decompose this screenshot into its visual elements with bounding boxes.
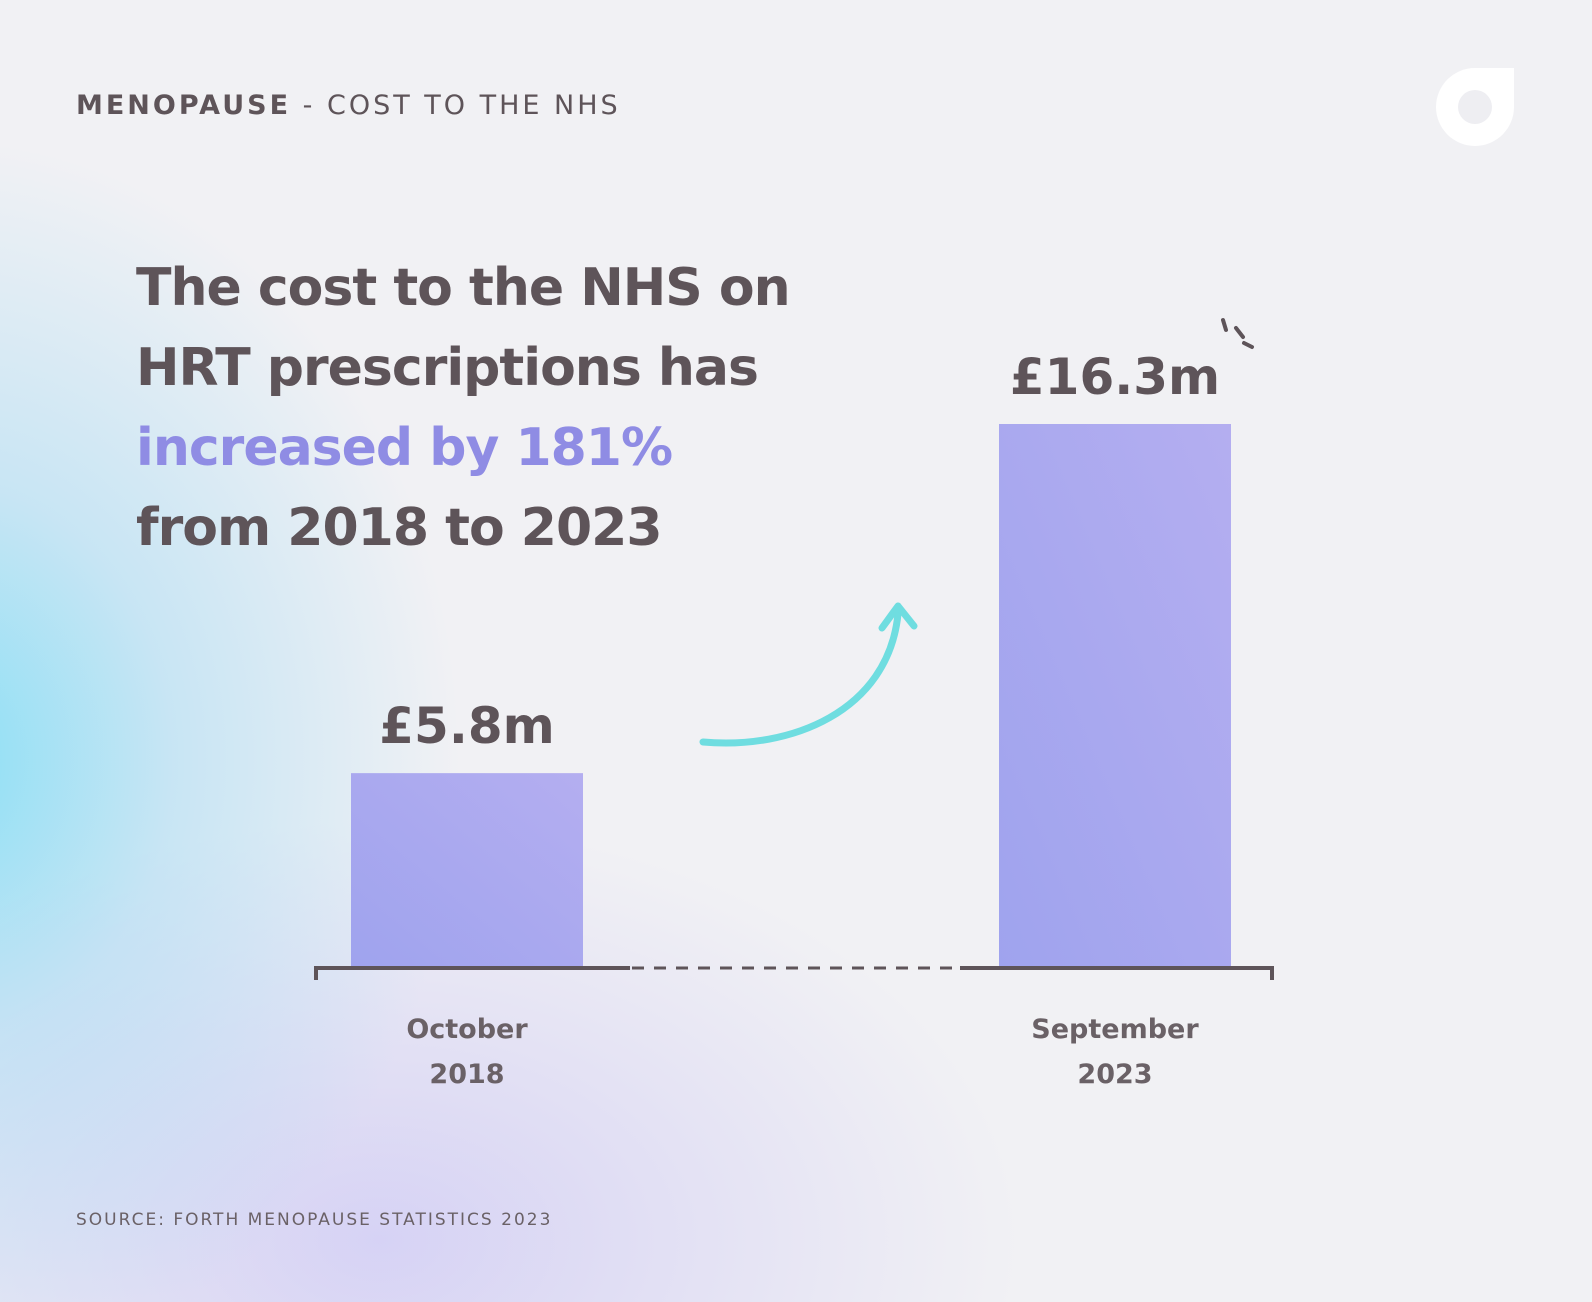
drop-logo-icon — [1436, 68, 1514, 146]
headline-highlight: increased by 181% — [136, 418, 673, 478]
category-label-2-line-1: September — [1031, 1014, 1199, 1045]
axis-left-segment — [314, 966, 630, 980]
eyebrow-bold: MENOPAUSE — [76, 90, 292, 121]
value-label-2: £16.3m — [1010, 348, 1220, 406]
axis-layer — [314, 966, 1274, 980]
headline: The cost to the NHS on HRT prescriptions… — [136, 248, 856, 568]
bars-layer — [351, 424, 1231, 966]
category-label-2-line-2: 2023 — [1077, 1059, 1152, 1090]
category-label-1-line-1: October — [406, 1014, 528, 1045]
bar-2 — [999, 424, 1231, 966]
eyebrow-title: MENOPAUSE - COST TO THE NHS — [76, 90, 621, 121]
axis-right-segment — [960, 966, 1274, 980]
category-label-1-line-2: 2018 — [429, 1059, 504, 1090]
eyebrow-rest: - COST TO THE NHS — [291, 90, 621, 121]
sparkle-icon — [1221, 318, 1254, 349]
labels-layer: £5.8m October 2018 £16.3m September 2023 — [379, 348, 1220, 1090]
headline-line-4: from 2018 to 2023 — [136, 498, 663, 558]
growth-arrow-icon — [699, 602, 918, 747]
headline-line-1: The cost to the NHS on — [136, 258, 791, 318]
headline-line-2: HRT prescriptions has — [136, 338, 759, 398]
bar-1 — [351, 773, 583, 966]
value-label-1: £5.8m — [379, 697, 554, 755]
source-note: SOURCE: FORTH MENOPAUSE STATISTICS 2023 — [76, 1210, 553, 1230]
